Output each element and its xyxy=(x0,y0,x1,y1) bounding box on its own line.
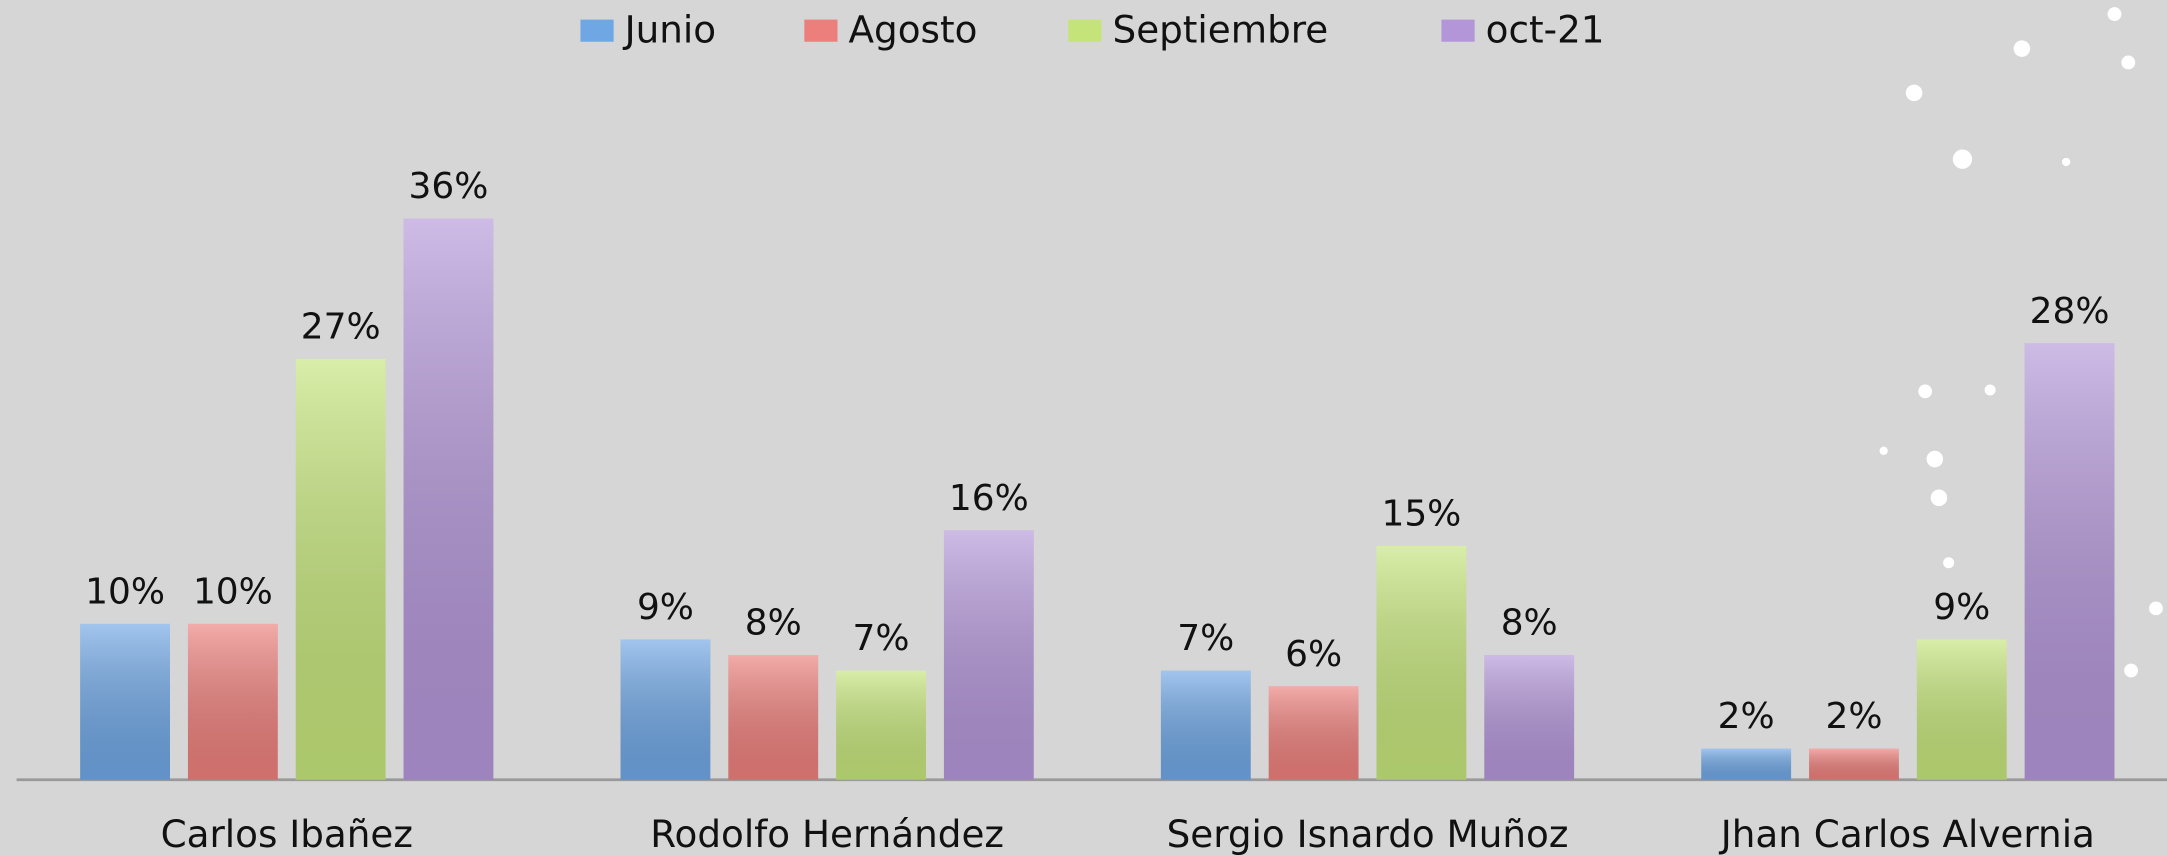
data-label: 2% xyxy=(1718,696,1775,737)
data-label: 7% xyxy=(1177,618,1234,659)
bar-shine xyxy=(1376,545,1467,780)
legend-swatch xyxy=(580,19,614,42)
bar-shine xyxy=(187,623,278,780)
data-label: 27% xyxy=(301,306,381,347)
x-tick-label: Rodolfo Hernández xyxy=(650,812,1004,856)
bar-shine xyxy=(620,639,711,780)
bar-shine xyxy=(1701,748,1792,780)
x-tick-label: Carlos Ibañez xyxy=(161,812,413,856)
legend-swatch xyxy=(804,19,838,42)
bar-shine xyxy=(728,655,819,780)
data-label: 36% xyxy=(409,166,489,207)
data-label: 9% xyxy=(637,587,694,628)
legend-label: Septiembre xyxy=(1113,8,1329,52)
bar-shine xyxy=(403,218,494,780)
bar-shine xyxy=(836,670,926,780)
bar-shine xyxy=(943,530,1034,780)
legend-swatch xyxy=(1068,19,1102,42)
bar-shine xyxy=(1484,655,1575,780)
data-label: 28% xyxy=(2030,291,2110,332)
legend-label: oct-21 xyxy=(1486,8,1605,52)
bar-shine xyxy=(2024,343,2115,780)
x-tick-label: Jhan Carlos Alvernia xyxy=(1719,812,2095,856)
bar-shine xyxy=(1916,639,2007,780)
data-label: 2% xyxy=(1825,696,1882,737)
x-tick-label: Sergio Isnardo Muñoz xyxy=(1167,812,1569,856)
data-label: 16% xyxy=(949,478,1029,519)
data-label: 15% xyxy=(1381,494,1461,535)
bar-shine xyxy=(1268,686,1359,780)
bar-shine xyxy=(80,623,170,780)
bar-shine xyxy=(1160,670,1251,780)
data-label: 6% xyxy=(1285,634,1342,675)
data-label: 9% xyxy=(1933,587,1990,628)
legend-label: Agosto xyxy=(849,8,978,52)
data-label: 8% xyxy=(1501,603,1558,644)
data-label: 10% xyxy=(193,571,273,612)
bar-shine xyxy=(1809,748,1899,780)
data-label: 7% xyxy=(853,618,910,659)
decoration xyxy=(1879,7,2163,678)
data-label: 10% xyxy=(85,571,165,612)
legend-swatch xyxy=(1441,19,1475,42)
bar-shine xyxy=(295,358,386,780)
legend-label: Junio xyxy=(623,8,716,52)
data-label: 8% xyxy=(745,603,802,644)
